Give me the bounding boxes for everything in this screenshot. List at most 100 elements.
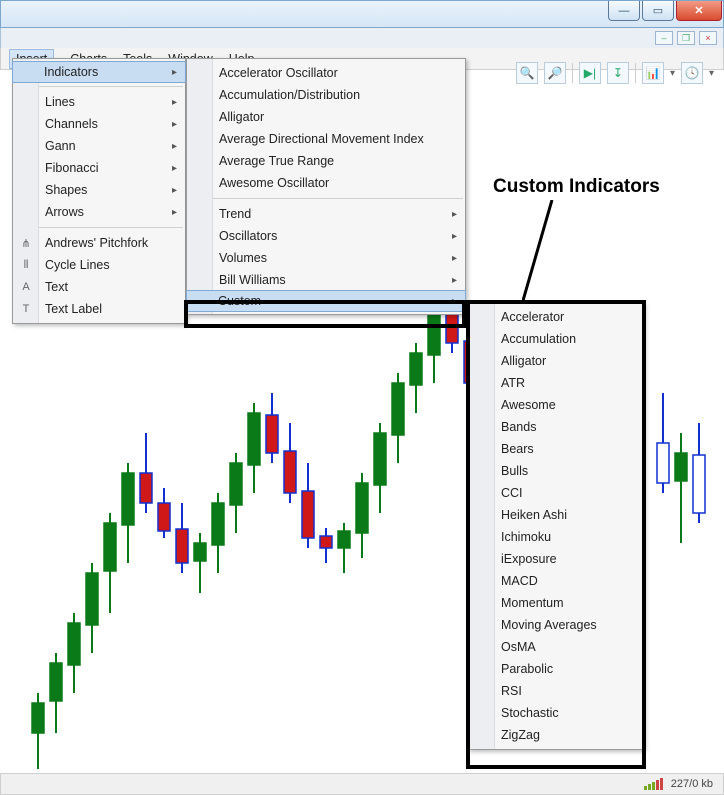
indicators-item-alligator[interactable]: Alligator xyxy=(187,106,465,128)
custom-item-accumulation[interactable]: Accumulation xyxy=(469,328,643,350)
custom-item-macd[interactable]: MACD xyxy=(469,570,643,592)
shift-icon[interactable]: ↧ xyxy=(607,62,629,84)
indicators-item-average-true-range[interactable]: Average True Range xyxy=(187,150,465,172)
custom-item-cci[interactable]: CCI xyxy=(469,482,643,504)
dropdown-arrow-icon[interactable]: ▾ xyxy=(709,68,714,79)
menu-item-icon: A xyxy=(19,281,33,293)
insert-item-text[interactable]: A Text xyxy=(13,276,185,298)
status-text: 227/0 kb xyxy=(671,778,713,790)
custom-item-zigzag[interactable]: ZigZag xyxy=(469,724,643,746)
custom-item-moving-averages[interactable]: Moving Averages xyxy=(469,614,643,636)
menu-item-label: Cycle Lines xyxy=(45,258,110,272)
menu-item-label: Custom xyxy=(218,294,261,308)
insert-item-arrows[interactable]: Arrows xyxy=(13,201,185,223)
dropdown-arrow-icon[interactable]: ▾ xyxy=(670,68,675,79)
menu-item-label: Accelerator xyxy=(501,310,564,324)
indicators-item-bill-williams[interactable]: Bill Williams xyxy=(187,269,465,291)
custom-item-momentum[interactable]: Momentum xyxy=(469,592,643,614)
periodicity-icon[interactable]: 🕓 xyxy=(681,62,703,84)
menu-separator xyxy=(15,227,183,228)
mdi-restore-button[interactable]: ❐ xyxy=(677,31,695,45)
insert-item-gann[interactable]: Gann xyxy=(13,135,185,157)
indicators-submenu: Accelerator Oscillator Accumulation/Distr… xyxy=(186,58,466,315)
mdi-minimize-button[interactable]: – xyxy=(655,31,673,45)
indicators-item-trend[interactable]: Trend xyxy=(187,203,465,225)
menu-item-label: Text Label xyxy=(45,302,102,316)
custom-submenu: Accelerator Accumulation Alligator ATR Aweso… xyxy=(468,302,644,750)
maximize-button[interactable]: ▭ xyxy=(642,1,674,21)
custom-item-stochastic[interactable]: Stochastic xyxy=(469,702,643,724)
indicators-item-accumulation-distribution[interactable]: Accumulation/Distribution xyxy=(187,84,465,106)
minimize-icon: — xyxy=(619,5,630,17)
custom-item-heiken-ashi[interactable]: Heiken Ashi xyxy=(469,504,643,526)
insert-item-cycle-lines[interactable]: ⦀ Cycle Lines xyxy=(13,254,185,276)
menu-item-label: Gann xyxy=(45,139,76,153)
indicators-item-awesome-oscillator[interactable]: Awesome Oscillator xyxy=(187,172,465,194)
menu-item-label: Alligator xyxy=(219,110,264,124)
custom-item-osma[interactable]: OsMA xyxy=(469,636,643,658)
indicators-icon[interactable]: 📊 xyxy=(642,62,664,84)
custom-item-atr[interactable]: ATR xyxy=(469,372,643,394)
scroll-end-icon[interactable]: ▶| xyxy=(579,62,601,84)
menu-item-label: Parabolic xyxy=(501,662,553,676)
insert-item-text-label[interactable]: TText Label xyxy=(13,298,185,320)
mdi-close-button[interactable]: × xyxy=(699,31,717,45)
menu-item-label: Accumulation/Distribution xyxy=(219,88,360,102)
menu-item-label: Accumulation xyxy=(501,332,576,346)
menu-item-label: Trend xyxy=(219,207,251,221)
menu-item-label: RSI xyxy=(501,684,522,698)
menu-item-label: Arrows xyxy=(45,205,84,219)
menu-item-label: iExposure xyxy=(501,552,557,566)
custom-item-rsi[interactable]: RSI xyxy=(469,680,643,702)
menu-item-label: Lines xyxy=(45,95,75,109)
connection-bars-icon xyxy=(644,778,663,790)
zoom-out-icon[interactable]: 🔎 xyxy=(544,62,566,84)
menu-item-label: Volumes xyxy=(219,251,267,265)
insert-item-andrews-pitchfork[interactable]: ⋔Andrews' Pitchfork xyxy=(13,232,185,254)
insert-item-lines[interactable]: Lines xyxy=(13,91,185,113)
menu-item-label: MACD xyxy=(501,574,538,588)
custom-item-bears[interactable]: Bears xyxy=(469,438,643,460)
custom-item-iexposure[interactable]: iExposure xyxy=(469,548,643,570)
custom-item-ichimoku[interactable]: Ichimoku xyxy=(469,526,643,548)
menu-item-label: Ichimoku xyxy=(501,530,551,544)
menu-item-label: Bears xyxy=(501,442,534,456)
menu-item-icon: ⦀ xyxy=(19,259,33,272)
menu-item-label: Text xyxy=(45,280,68,294)
menu-item-label: Bands xyxy=(501,420,536,434)
menu-item-label: ZigZag xyxy=(501,728,540,742)
indicators-item-accelerator-oscillator[interactable]: Accelerator Oscillator xyxy=(187,62,465,84)
indicators-item-oscillators[interactable]: Oscillators xyxy=(187,225,465,247)
indicators-item-average-directional-movement-index[interactable]: Average Directional Movement Index xyxy=(187,128,465,150)
menu-item-label: Average Directional Movement Index xyxy=(219,132,424,146)
menu-item-label: Alligator xyxy=(501,354,546,368)
menu-separator xyxy=(189,198,463,199)
maximize-icon: ▭ xyxy=(653,4,663,17)
close-icon: ✕ xyxy=(694,4,703,17)
custom-item-accelerator[interactable]: Accelerator xyxy=(469,306,643,328)
toolbar-separator xyxy=(572,63,573,83)
custom-item-bulls[interactable]: Bulls xyxy=(469,460,643,482)
custom-item-alligator[interactable]: Alligator xyxy=(469,350,643,372)
custom-item-parabolic[interactable]: Parabolic xyxy=(469,658,643,680)
menu-item-label: Oscillators xyxy=(219,229,277,243)
insert-item-channels[interactable]: Channels xyxy=(13,113,185,135)
custom-item-bands[interactable]: Bands xyxy=(469,416,643,438)
window-titlebar: — ▭ ✕ xyxy=(0,0,724,28)
minimize-button[interactable]: — xyxy=(608,1,640,21)
custom-item-awesome[interactable]: Awesome xyxy=(469,394,643,416)
menu-item-label: Stochastic xyxy=(501,706,559,720)
close-button[interactable]: ✕ xyxy=(676,1,722,21)
menu-item-label: Bill Williams xyxy=(219,273,286,287)
insert-item-fibonacci[interactable]: Fibonacci xyxy=(13,157,185,179)
indicators-item-volumes[interactable]: Volumes xyxy=(187,247,465,269)
insert-item-shapes[interactable]: Shapes xyxy=(13,179,185,201)
insert-item-indicators[interactable]: Indicators xyxy=(12,61,186,83)
menu-item-label: Awesome xyxy=(501,398,556,412)
menu-item-label: Bulls xyxy=(501,464,528,478)
menu-item-label: ATR xyxy=(501,376,525,390)
menu-item-label: Channels xyxy=(45,117,98,131)
menu-item-label: Accelerator Oscillator xyxy=(219,66,338,80)
zoom-in-icon[interactable]: 🔍 xyxy=(516,62,538,84)
indicators-item-custom[interactable]: Custom xyxy=(186,290,466,312)
